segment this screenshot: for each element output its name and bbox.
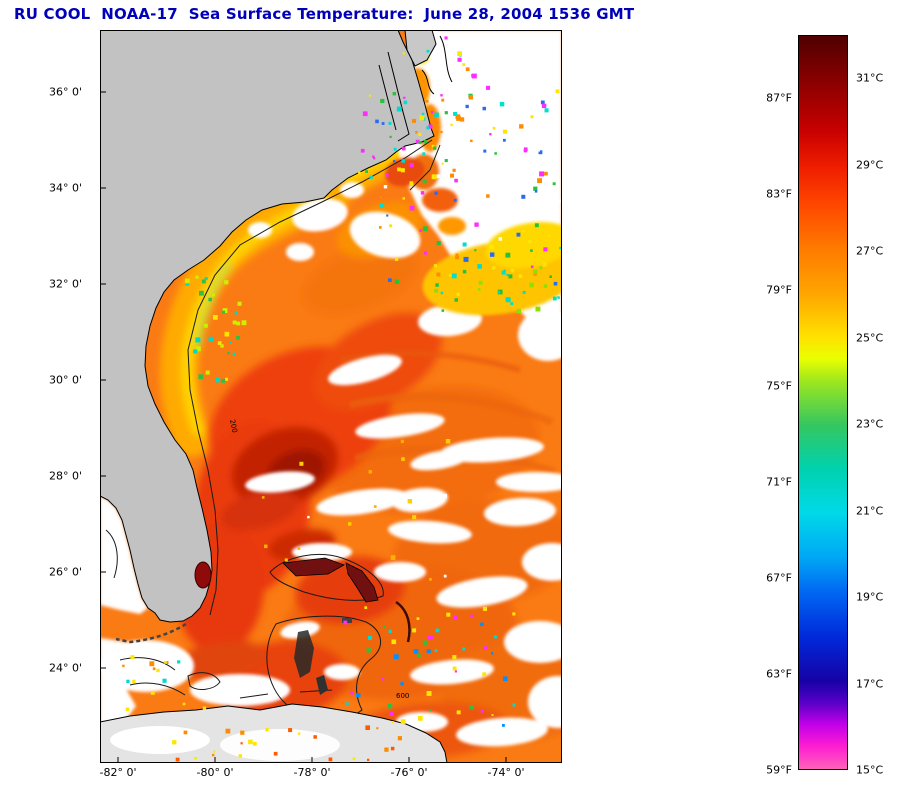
gulf-stream-red bbox=[175, 312, 508, 759]
cuba-landmass bbox=[100, 703, 448, 763]
y-axis-label: 24° 0' bbox=[48, 661, 82, 675]
x-axis-label: -82° 0' bbox=[99, 766, 137, 779]
florida-keys bbox=[115, 622, 187, 644]
y-axis-label: 34° 0' bbox=[48, 181, 82, 195]
land-layer bbox=[100, 30, 453, 644]
andros-island bbox=[294, 630, 314, 678]
y-axis-label: 32° 0' bbox=[48, 277, 82, 291]
fahrenheit-label: 79°F bbox=[766, 283, 792, 297]
x-axis-label: -80° 0' bbox=[196, 766, 234, 779]
y-axis: 36° 0' 34° 0' 32° 0' 30° 0' 28° 0' 26° 0… bbox=[0, 30, 82, 763]
x-axis: -82° 0' -80° 0' -78° 0' -76° 0' -74° 0' bbox=[100, 766, 562, 782]
page-title: RU COOL NOAA-17 Sea Surface Temperature:… bbox=[14, 5, 635, 23]
celsius-label: 23°C bbox=[856, 417, 884, 431]
eleuthera-island bbox=[395, 600, 411, 643]
celsius-label: 17°C bbox=[856, 677, 884, 691]
y-axis-label: 26° 0' bbox=[48, 565, 82, 579]
fahrenheit-label: 87°F bbox=[766, 91, 792, 105]
fahrenheit-label: 67°F bbox=[766, 571, 792, 585]
fahrenheit-label: 59°F bbox=[766, 763, 792, 777]
axis-ticks bbox=[100, 91, 507, 763]
x-axis-label: -74° 0' bbox=[487, 766, 525, 779]
y-axis-label: 36° 0' bbox=[48, 85, 82, 99]
celsius-label: 21°C bbox=[856, 504, 884, 518]
x-axis-label: -76° 0' bbox=[390, 766, 428, 779]
y-axis-label: 28° 0' bbox=[48, 469, 82, 483]
colorbar: 87°F 83°F 79°F 75°F 71°F 67°F 63°F 59°F … bbox=[766, 35, 883, 777]
fahrenheit-label: 71°F bbox=[766, 475, 792, 489]
sst-map: 200 600 bbox=[100, 30, 562, 763]
great-bahama-bank-contour bbox=[266, 615, 381, 721]
bahama-islands bbox=[282, 557, 411, 695]
fahrenheit-label: 83°F bbox=[766, 187, 792, 201]
shelf-contour-line bbox=[187, 139, 433, 616]
fahrenheit-label: 75°F bbox=[766, 379, 792, 393]
andros-island-south bbox=[316, 675, 328, 695]
new-providence-island bbox=[342, 618, 352, 623]
x-axis-label: -78° 0' bbox=[293, 766, 331, 779]
contour-label-600: 600 bbox=[396, 692, 409, 700]
delmarva-peninsula bbox=[404, 30, 437, 67]
celsius-label: 19°C bbox=[856, 590, 884, 604]
celsius-label: 15°C bbox=[856, 763, 884, 777]
bathymetry-contours: 200 600 bbox=[105, 139, 441, 721]
y-axis-label: 30° 0' bbox=[48, 373, 82, 387]
colorbar-gradient bbox=[798, 35, 848, 770]
specks-layer bbox=[122, 36, 562, 762]
celsius-label: 25°C bbox=[856, 331, 884, 345]
celsius-label: 27°C bbox=[856, 244, 884, 258]
grand-bahama-island bbox=[282, 557, 345, 577]
abaco-island bbox=[345, 562, 379, 603]
plot-border bbox=[100, 30, 562, 763]
plot-frame bbox=[100, 30, 562, 763]
land-us-southeast bbox=[100, 30, 435, 623]
little-bahama-bank-contour bbox=[269, 554, 384, 601]
contour-label-200: 200 bbox=[228, 419, 239, 434]
fahrenheit-label: 63°F bbox=[766, 667, 792, 681]
celsius-label: 29°C bbox=[856, 158, 884, 172]
sound-contours bbox=[378, 35, 453, 142]
celsius-label: 31°C bbox=[856, 71, 884, 85]
lake-okeechobee bbox=[194, 561, 212, 589]
cay-sal-bank-contour bbox=[187, 672, 221, 690]
